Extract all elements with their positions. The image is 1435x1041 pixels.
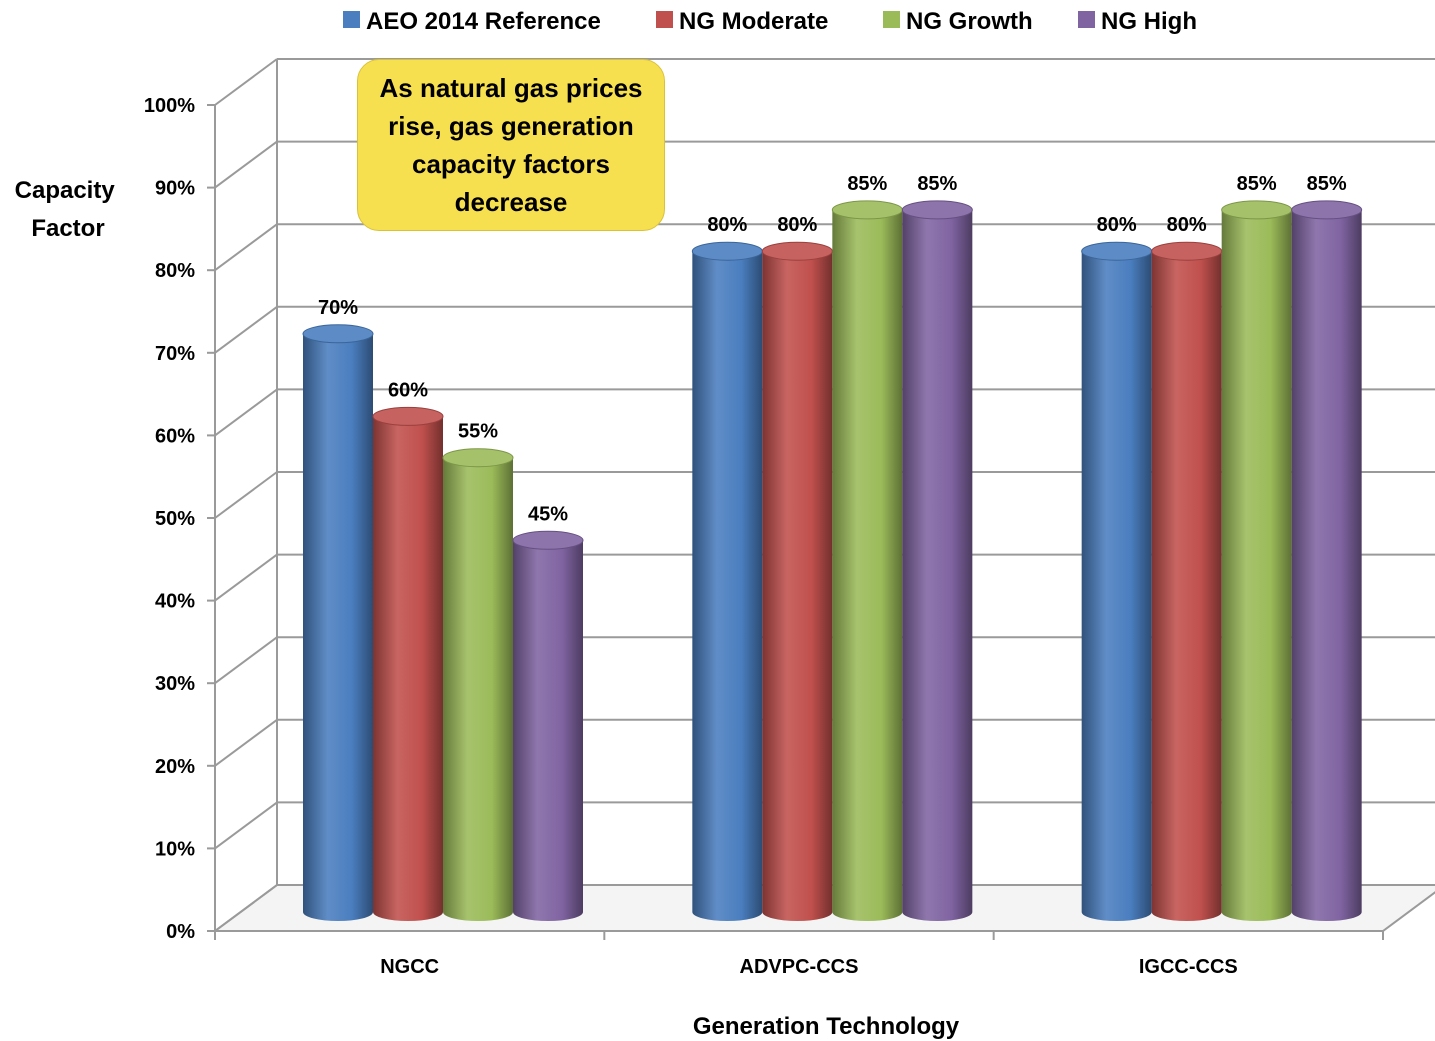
gridline-side bbox=[214, 884, 278, 932]
legend-swatch bbox=[1078, 11, 1095, 28]
bar-top bbox=[302, 324, 374, 344]
legend-label: NG Growth bbox=[906, 8, 1033, 35]
bar-top bbox=[1151, 241, 1223, 261]
legend-swatch bbox=[343, 11, 360, 28]
y-tick-label: 40% bbox=[155, 591, 195, 613]
bar-body bbox=[1081, 251, 1152, 921]
bar bbox=[442, 448, 514, 921]
bar-top bbox=[1081, 241, 1153, 261]
bar-body bbox=[373, 416, 443, 921]
bar bbox=[831, 200, 903, 921]
gridline-side bbox=[214, 388, 278, 437]
legend-label: NG Moderate bbox=[679, 8, 828, 35]
data-label: 70% bbox=[318, 297, 358, 319]
y-tick-label: 10% bbox=[155, 838, 195, 860]
y-tick-label: 90% bbox=[155, 178, 195, 200]
bar-top bbox=[761, 241, 833, 261]
gridline-side bbox=[214, 636, 278, 685]
category-label: IGCC-CCS bbox=[1139, 956, 1238, 978]
data-label: 45% bbox=[528, 503, 568, 525]
bar bbox=[1291, 200, 1363, 921]
data-label: 80% bbox=[1097, 214, 1137, 236]
x-axis-categories: NGCC ADVPC-CCS IGCC-CCS bbox=[380, 956, 1238, 978]
bar-body bbox=[443, 457, 513, 921]
bar-body bbox=[1221, 209, 1292, 921]
bar-body bbox=[902, 209, 973, 921]
bar-body bbox=[832, 209, 903, 921]
data-labels: 70% 60% 55% 45% 80% 80% 85% 85% 80% 80% 85% 85% bbox=[318, 173, 1347, 525]
gridline-side bbox=[214, 140, 278, 189]
bar-top bbox=[372, 406, 444, 426]
y-axis-ticks: 0% 10% 20% 30% 40% 50% 60% 70% 80% 90% 100% bbox=[144, 95, 195, 943]
gridline-side bbox=[214, 223, 278, 272]
data-label: 80% bbox=[777, 214, 817, 236]
bars bbox=[302, 200, 1363, 921]
legend-swatch bbox=[883, 11, 900, 28]
legend-label: NG High bbox=[1101, 8, 1197, 35]
bar-top bbox=[442, 448, 514, 468]
bar-top bbox=[1221, 200, 1293, 220]
y-tick-label: 20% bbox=[155, 756, 195, 778]
gridline-side bbox=[214, 305, 278, 354]
bar bbox=[372, 406, 444, 921]
bar bbox=[512, 530, 584, 921]
y-tick-label: 60% bbox=[155, 425, 195, 447]
y-axis-title: Capacity Factor bbox=[15, 177, 122, 242]
gridline-side bbox=[214, 471, 278, 519]
data-label: 55% bbox=[458, 421, 498, 443]
y-tick-label: 100% bbox=[144, 95, 195, 117]
legend-item: NG High bbox=[1078, 8, 1197, 35]
legend-item: NG Moderate bbox=[656, 8, 828, 35]
gridline-side bbox=[214, 553, 278, 602]
legend-label: AEO 2014 Reference bbox=[366, 8, 601, 35]
bar-body bbox=[1151, 251, 1222, 921]
bar-top bbox=[691, 241, 763, 261]
bar bbox=[1221, 200, 1293, 921]
bar bbox=[1151, 241, 1223, 921]
bar bbox=[1081, 241, 1153, 921]
bar-top bbox=[831, 200, 903, 220]
bar-top bbox=[1291, 200, 1363, 220]
y-axis-title-line-2: Factor bbox=[31, 215, 104, 242]
y-tick-label: 50% bbox=[155, 508, 195, 530]
bar-body bbox=[1291, 209, 1362, 921]
data-label: 60% bbox=[388, 379, 428, 401]
bar bbox=[901, 200, 973, 921]
legend: AEO 2014 Reference NG Moderate NG Growth NG… bbox=[343, 8, 1197, 35]
data-label: 85% bbox=[917, 173, 957, 195]
bar bbox=[302, 324, 374, 921]
data-label: 85% bbox=[1307, 173, 1347, 195]
annotation-callout: As natural gas prices rise, gas generati… bbox=[357, 59, 665, 231]
gridline-side bbox=[214, 58, 278, 106]
category-label: NGCC bbox=[380, 956, 439, 978]
bar-top bbox=[901, 200, 973, 220]
y-axis-title-line-1: Capacity bbox=[15, 177, 116, 204]
data-label: 85% bbox=[847, 173, 887, 195]
bar-body bbox=[513, 540, 583, 921]
gridline-side bbox=[214, 718, 278, 767]
legend-item: NG Growth bbox=[883, 8, 1033, 35]
bar-top bbox=[512, 530, 584, 550]
gridline-side bbox=[214, 801, 278, 850]
legend-swatch bbox=[656, 11, 673, 28]
y-tick-label: 80% bbox=[155, 260, 195, 282]
data-label: 80% bbox=[1167, 214, 1207, 236]
bar-body bbox=[692, 251, 763, 921]
y-tick-label: 0% bbox=[166, 921, 195, 943]
bar bbox=[691, 241, 763, 921]
bar bbox=[761, 241, 833, 921]
x-axis-title: Generation Technology bbox=[693, 1013, 960, 1040]
data-label: 85% bbox=[1237, 173, 1277, 195]
data-label: 80% bbox=[707, 214, 747, 236]
y-tick-label: 30% bbox=[155, 673, 195, 695]
legend-item: AEO 2014 Reference bbox=[343, 8, 601, 35]
bar-body bbox=[762, 251, 833, 921]
y-tick-label: 70% bbox=[155, 343, 195, 365]
bar-body bbox=[303, 333, 373, 921]
category-label: ADVPC-CCS bbox=[740, 956, 859, 978]
